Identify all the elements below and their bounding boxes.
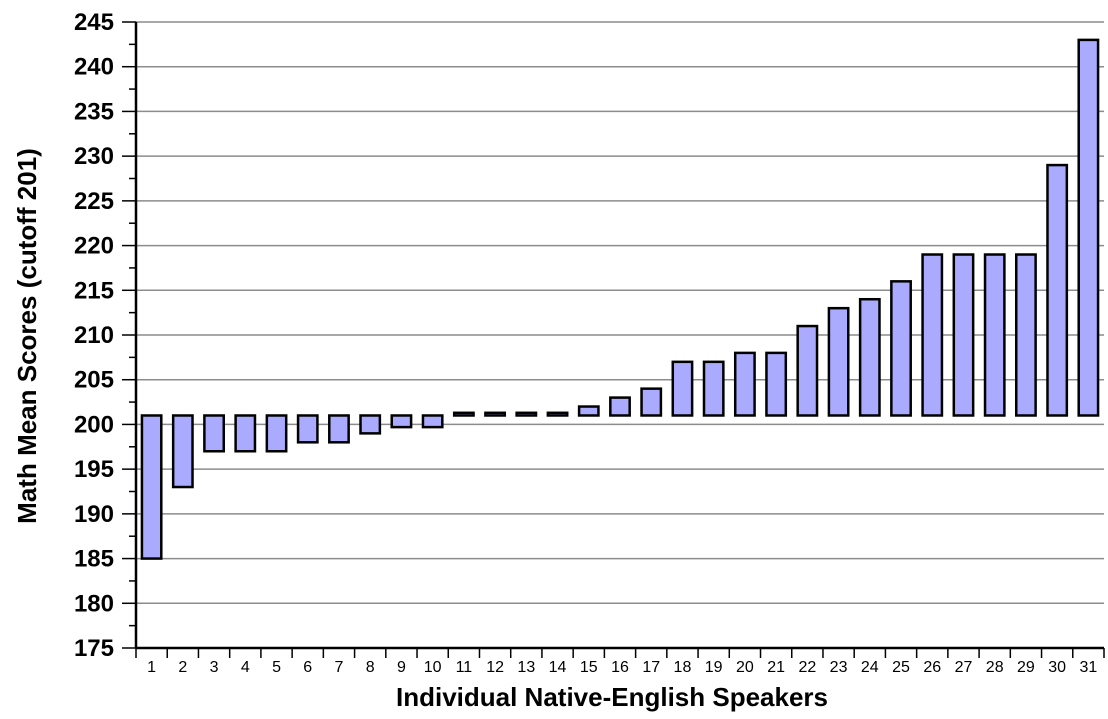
- x-tick-label-8: 8: [366, 659, 375, 676]
- bar-2: [171, 414, 194, 489]
- x-tick-label-31: 31: [1079, 659, 1097, 676]
- bar-21: [765, 351, 788, 417]
- y-tick-label-235: 235: [74, 98, 114, 125]
- y-axis-title: Math Mean Scores (cutoff 201): [12, 148, 42, 524]
- x-tick-label-29: 29: [1017, 659, 1035, 676]
- x-tick-label-1: 1: [147, 659, 156, 676]
- bar-24: [858, 297, 881, 417]
- bar-14: [546, 411, 569, 417]
- bar-25: [890, 280, 912, 417]
- y-tick-label-185: 185: [74, 546, 114, 573]
- x-tick-label-18: 18: [674, 659, 692, 676]
- x-tick-label-26: 26: [923, 659, 941, 676]
- y-tick-label-200: 200: [74, 411, 114, 438]
- y-tick-label-230: 230: [74, 143, 114, 170]
- bar-29: [1015, 253, 1037, 417]
- y-tick-label-240: 240: [74, 54, 114, 81]
- bar-30: [1046, 163, 1069, 417]
- y-tick-label-180: 180: [74, 590, 114, 617]
- bar-28: [983, 253, 1006, 417]
- x-tick-label-6: 6: [303, 659, 312, 676]
- y-tick-label-220: 220: [74, 233, 114, 260]
- x-tick-label-7: 7: [335, 659, 344, 676]
- bar-19: [702, 360, 725, 417]
- y-tick-label-215: 215: [74, 277, 114, 304]
- bar-7: [328, 414, 350, 444]
- x-tick-label-5: 5: [272, 659, 281, 676]
- bar-4: [234, 414, 257, 453]
- x-tick-label-4: 4: [241, 659, 250, 676]
- bar-1: [140, 414, 163, 560]
- bar-15: [577, 405, 600, 417]
- bar-23: [827, 306, 850, 417]
- x-tick-label-15: 15: [580, 659, 598, 676]
- x-tick-label-13: 13: [517, 659, 535, 676]
- bar-13: [515, 411, 538, 417]
- y-tick-label-225: 225: [74, 188, 114, 215]
- y-tick-label-190: 190: [74, 501, 114, 528]
- x-tick-label-3: 3: [210, 659, 219, 676]
- bar-31: [1077, 38, 1100, 417]
- tick-labels: 1751801851901952002052102152202252302352…: [74, 9, 1097, 676]
- bar-18: [671, 360, 694, 417]
- x-tick-label-2: 2: [178, 659, 187, 676]
- x-tick-label-17: 17: [642, 659, 660, 676]
- bar-8: [359, 414, 382, 435]
- bar-9: [390, 414, 413, 429]
- x-tick-label-30: 30: [1048, 659, 1066, 676]
- bar-3: [203, 414, 225, 453]
- gridlines: [136, 21, 1104, 605]
- bar-26: [921, 253, 944, 417]
- y-tick-label-175: 175: [74, 635, 114, 662]
- axes: [122, 21, 1105, 658]
- x-tick-label-19: 19: [705, 659, 723, 676]
- y-tick-label-245: 245: [74, 9, 114, 36]
- x-tick-label-20: 20: [736, 659, 754, 676]
- bar-12: [484, 411, 507, 417]
- bar-27: [952, 253, 975, 417]
- y-tick-label-195: 195: [74, 456, 114, 483]
- y-tick-label-210: 210: [74, 322, 114, 349]
- bars: [140, 38, 1100, 560]
- x-tick-label-23: 23: [830, 659, 848, 676]
- x-tick-label-24: 24: [861, 659, 879, 676]
- bar-17: [640, 387, 663, 417]
- x-tick-label-10: 10: [424, 659, 442, 676]
- bar-5: [265, 414, 288, 453]
- x-tick-label-16: 16: [611, 659, 629, 676]
- x-axis-title: Individual Native-English Speakers: [396, 682, 828, 712]
- x-tick-label-27: 27: [955, 659, 973, 676]
- x-tick-label-28: 28: [986, 659, 1004, 676]
- bar-11: [452, 411, 475, 417]
- x-tick-label-14: 14: [549, 659, 567, 676]
- bar-16: [609, 396, 631, 417]
- x-tick-label-9: 9: [397, 659, 406, 676]
- x-tick-label-11: 11: [456, 659, 473, 676]
- x-tick-label-25: 25: [892, 659, 910, 676]
- y-tick-label-205: 205: [74, 367, 114, 394]
- bar-20: [733, 351, 756, 417]
- x-tick-label-22: 22: [798, 659, 816, 676]
- x-tick-label-21: 21: [767, 659, 785, 676]
- bar-22: [796, 324, 819, 417]
- x-tick-label-12: 12: [486, 659, 504, 676]
- bar-10: [421, 414, 444, 429]
- bar-6: [296, 414, 319, 444]
